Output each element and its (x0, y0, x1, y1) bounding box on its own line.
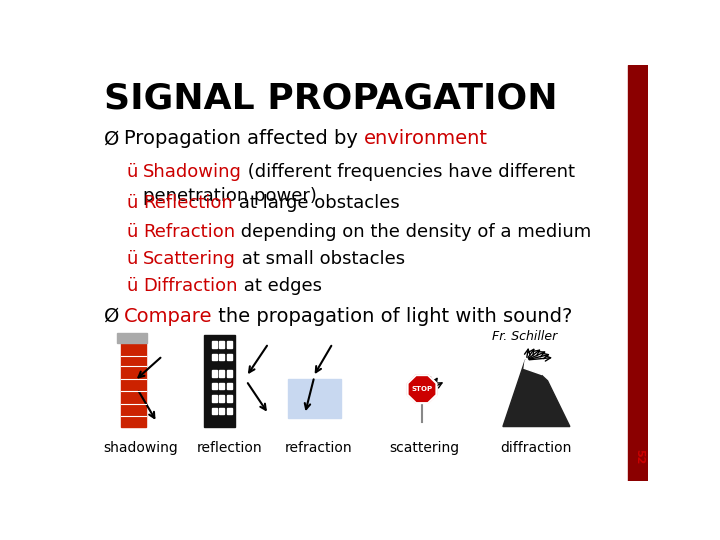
Polygon shape (408, 375, 436, 403)
Text: reflection: reflection (197, 441, 262, 455)
Bar (220, 354, 225, 360)
Text: environment: environment (364, 129, 488, 149)
Text: depending on the density of a medium: depending on the density of a medium (235, 223, 591, 241)
Polygon shape (503, 360, 570, 427)
Bar (228, 395, 233, 402)
Bar (228, 354, 233, 360)
Text: at edges: at edges (238, 277, 322, 295)
Bar (220, 408, 225, 414)
Bar (220, 383, 225, 389)
Text: Ø: Ø (104, 307, 120, 326)
Text: refraction: refraction (285, 441, 353, 455)
Bar (204, 335, 235, 427)
Text: Propagation affected by: Propagation affected by (124, 129, 364, 149)
Bar (228, 370, 233, 377)
Text: STOP: STOP (411, 386, 433, 392)
Bar (212, 408, 217, 414)
Text: the propagation of light with sound?: the propagation of light with sound? (212, 307, 572, 326)
Bar (220, 395, 225, 402)
Text: SIGNAL PROPAGATION: SIGNAL PROPAGATION (104, 82, 557, 116)
Bar (220, 370, 225, 377)
Text: (different frequencies have different: (different frequencies have different (242, 163, 575, 180)
Polygon shape (524, 360, 542, 375)
Text: Shadowing: Shadowing (143, 163, 242, 180)
Bar (288, 379, 341, 418)
Text: Ø: Ø (104, 129, 120, 149)
Text: ü: ü (126, 277, 138, 295)
Bar (220, 341, 225, 348)
Bar (121, 335, 145, 427)
Text: Reflection: Reflection (143, 194, 233, 212)
Text: scattering: scattering (390, 441, 460, 455)
Text: 52: 52 (634, 449, 644, 464)
Bar (212, 383, 217, 389)
Text: Fr. Schiller: Fr. Schiller (492, 329, 557, 343)
Bar (228, 383, 233, 389)
Bar (228, 341, 233, 348)
Bar (228, 408, 233, 414)
Text: Refraction: Refraction (143, 223, 235, 241)
Bar (212, 354, 217, 360)
Text: penetration power): penetration power) (143, 187, 317, 205)
Text: at large obstacles: at large obstacles (233, 194, 400, 212)
Bar (629, 65, 648, 481)
Bar (212, 341, 217, 348)
Text: ü: ü (126, 194, 138, 212)
Text: ü: ü (126, 223, 138, 241)
Text: Diffraction: Diffraction (143, 277, 238, 295)
Text: ü: ü (126, 250, 138, 268)
Bar (212, 370, 217, 377)
Bar (212, 395, 217, 402)
Text: ü: ü (126, 163, 138, 180)
Text: Scattering: Scattering (143, 250, 236, 268)
Text: diffraction: diffraction (500, 441, 572, 455)
Text: shadowing: shadowing (103, 441, 178, 455)
Bar (117, 333, 148, 342)
Text: at small obstacles: at small obstacles (236, 250, 405, 268)
Text: Compare: Compare (124, 307, 212, 326)
